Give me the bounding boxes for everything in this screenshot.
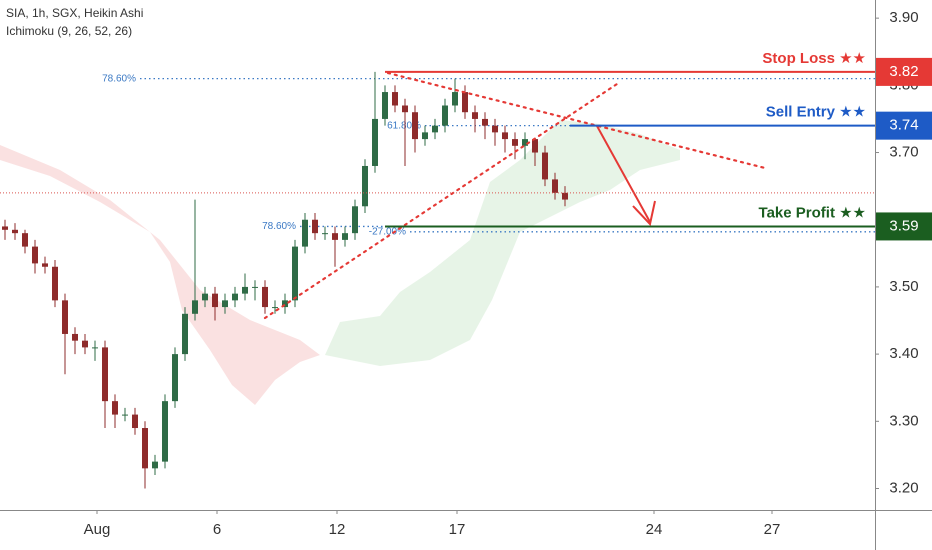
candle-body	[522, 139, 528, 146]
projection-arrow	[596, 125, 651, 223]
candle-body	[412, 112, 418, 140]
candle-body	[12, 229, 18, 234]
y-tick-label: 3.70	[889, 143, 918, 160]
candle-body	[212, 293, 218, 308]
candle-body	[142, 428, 148, 469]
candle-body	[102, 347, 108, 402]
level-name: Stop Loss ★★	[762, 50, 866, 67]
x-tick-label: 6	[213, 521, 221, 538]
candle-body	[282, 300, 288, 308]
candle-body	[182, 313, 188, 355]
x-tick-label: 17	[449, 521, 466, 538]
candle-body	[422, 132, 428, 140]
candle-body	[342, 233, 348, 240]
candle-body	[352, 206, 358, 234]
candle-body	[432, 125, 438, 133]
candle-body	[552, 179, 558, 193]
y-tick-label: 3.30	[889, 412, 918, 429]
trendline	[263, 80, 622, 320]
level-name: Sell Entry ★★	[766, 104, 866, 121]
candle-body	[562, 192, 568, 200]
y-tick-label: 3.40	[889, 345, 918, 362]
candle-body	[332, 233, 338, 240]
candle-body	[322, 233, 328, 235]
candle-body	[42, 263, 48, 267]
candle-body	[72, 333, 78, 341]
x-tick-label: Aug	[84, 521, 111, 538]
price-label-box	[876, 111, 932, 140]
price-label: 3.59	[889, 217, 918, 234]
y-tick-label: 3.20	[889, 479, 918, 496]
y-tick-label: 3.90	[889, 9, 918, 26]
candle-body	[382, 92, 388, 119]
x-tick-label: 24	[646, 521, 663, 538]
candle-body	[242, 286, 248, 294]
price-label-box	[876, 57, 932, 86]
candle-body	[272, 307, 278, 309]
candle-body	[482, 118, 488, 126]
candle-body	[492, 125, 498, 133]
candle-body	[112, 401, 118, 415]
candle-body	[162, 401, 168, 462]
candle-body	[372, 118, 378, 166]
candle-body	[362, 165, 368, 207]
candle-body	[402, 105, 408, 113]
fib-label: 78.60%	[102, 73, 136, 84]
candle-body	[62, 300, 68, 334]
candle-body	[302, 219, 308, 247]
chart-title: SIA, 1h, SGX, Heikin Ashi	[6, 6, 143, 20]
candle-body	[512, 139, 518, 146]
candle-body	[312, 219, 318, 234]
fib-label: 61.80%	[387, 120, 421, 131]
candle-body	[462, 92, 468, 113]
candle-body	[32, 246, 38, 264]
candle-body	[192, 300, 198, 314]
candle-body	[262, 286, 268, 308]
trendline	[386, 71, 767, 170]
candle-body	[92, 347, 98, 349]
fib-label: 78.60%	[262, 221, 296, 232]
candle-body	[542, 152, 548, 180]
candle-body	[292, 246, 298, 301]
ichimoku-cloud-bearish	[0, 145, 320, 405]
candle-body	[122, 414, 128, 416]
candle-body	[152, 461, 158, 469]
candle-body	[252, 286, 258, 288]
price-label-box	[876, 212, 932, 241]
candle-body	[222, 300, 228, 308]
ichimoku-cloud-bullish	[325, 120, 680, 366]
arrow-head	[632, 200, 656, 227]
candle-body	[472, 112, 478, 119]
candle-body	[442, 105, 448, 126]
candle-body	[132, 414, 138, 429]
candle-body	[502, 132, 508, 140]
candle-body	[452, 92, 458, 106]
candle-body	[2, 226, 8, 230]
candle-body	[232, 293, 238, 301]
x-tick-label: 27	[764, 521, 781, 538]
y-tick-label: 3.50	[889, 278, 918, 295]
candle-body	[202, 293, 208, 301]
candle-body	[22, 233, 28, 247]
candle-body	[52, 266, 58, 301]
candle-body	[172, 354, 178, 402]
candle-body	[532, 139, 538, 153]
x-tick-label: 12	[329, 521, 346, 538]
candle-body	[82, 340, 88, 348]
indicator-label: Ichimoku (9, 26, 52, 26)	[6, 24, 132, 38]
fib-label: -27.00%	[369, 226, 406, 237]
price-label: 3.74	[889, 117, 918, 134]
price-label: 3.82	[889, 63, 918, 80]
candle-body	[392, 92, 398, 106]
level-name: Take Profit ★★	[759, 204, 866, 221]
